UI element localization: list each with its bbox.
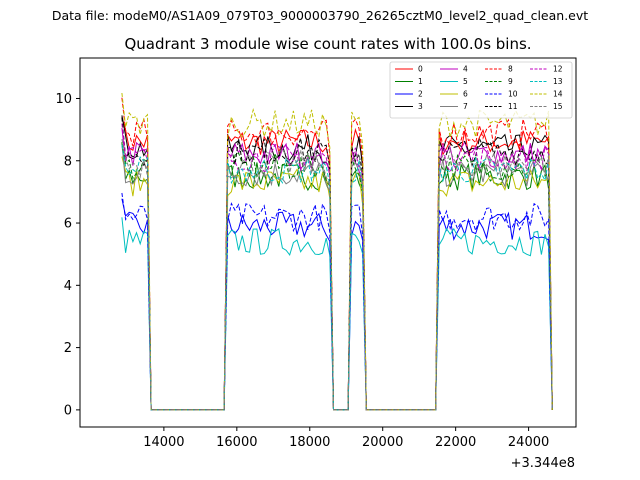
- legend-label-2: 2: [418, 90, 423, 99]
- legend-label-3: 3: [418, 102, 423, 111]
- x-tick-label: 14000: [143, 435, 184, 450]
- legend-label-11: 11: [508, 102, 518, 111]
- y-tick-label: 8: [64, 154, 72, 169]
- legend-label-12: 12: [553, 65, 563, 74]
- y-tick-label: 10: [55, 92, 72, 107]
- series-line-5: [122, 217, 552, 410]
- series-line-13: [122, 145, 552, 410]
- series-line-0: [122, 117, 552, 410]
- legend-label-4: 4: [463, 65, 468, 74]
- series-line-6: [122, 157, 552, 410]
- x-tick-label: 20000: [362, 435, 403, 450]
- chart-svg: Data file: modeM0/AS1A09_079T03_90000037…: [0, 0, 640, 480]
- y-tick-label: 6: [64, 217, 72, 232]
- series-line-1: [122, 142, 552, 410]
- y-tick-label: 0: [64, 403, 72, 418]
- series-line-7: [122, 144, 552, 410]
- series-line-2: [122, 199, 552, 410]
- y-tick-label: 2: [64, 341, 72, 356]
- x-offset-label: +3.344e8: [511, 456, 575, 471]
- legend-label-8: 8: [508, 65, 513, 74]
- series-line-10: [122, 193, 552, 410]
- legend-label-9: 9: [508, 77, 513, 86]
- chart-title: Quadrant 3 module wise count rates with …: [124, 35, 531, 53]
- legend-label-6: 6: [463, 90, 468, 99]
- x-tick-label: 16000: [216, 435, 257, 450]
- series-layer: [122, 93, 552, 410]
- series-line-9: [122, 143, 552, 410]
- series-line-12: [122, 124, 552, 410]
- legend-label-7: 7: [463, 102, 468, 111]
- x-tick-label: 18000: [289, 435, 330, 450]
- legend-label-1: 1: [418, 77, 423, 86]
- series-line-11: [122, 118, 552, 410]
- y-tick-label: 4: [64, 279, 72, 294]
- x-tick-label: 22000: [435, 435, 476, 450]
- figure-suptitle: Data file: modeM0/AS1A09_079T03_90000037…: [52, 8, 588, 23]
- legend-label-14: 14: [553, 90, 563, 99]
- legend-label-5: 5: [463, 77, 468, 86]
- legend-label-15: 15: [553, 102, 563, 111]
- series-line-14: [122, 93, 552, 410]
- y-axis: 0 2 4 6 8 10: [55, 92, 80, 418]
- legend-label-0: 0: [418, 65, 423, 74]
- legend-label-10: 10: [508, 90, 518, 99]
- x-tick-label: 24000: [508, 435, 549, 450]
- legend-label-13: 13: [553, 77, 563, 86]
- x-axis: 14000 16000 18000 20000 22000 24000: [143, 427, 549, 450]
